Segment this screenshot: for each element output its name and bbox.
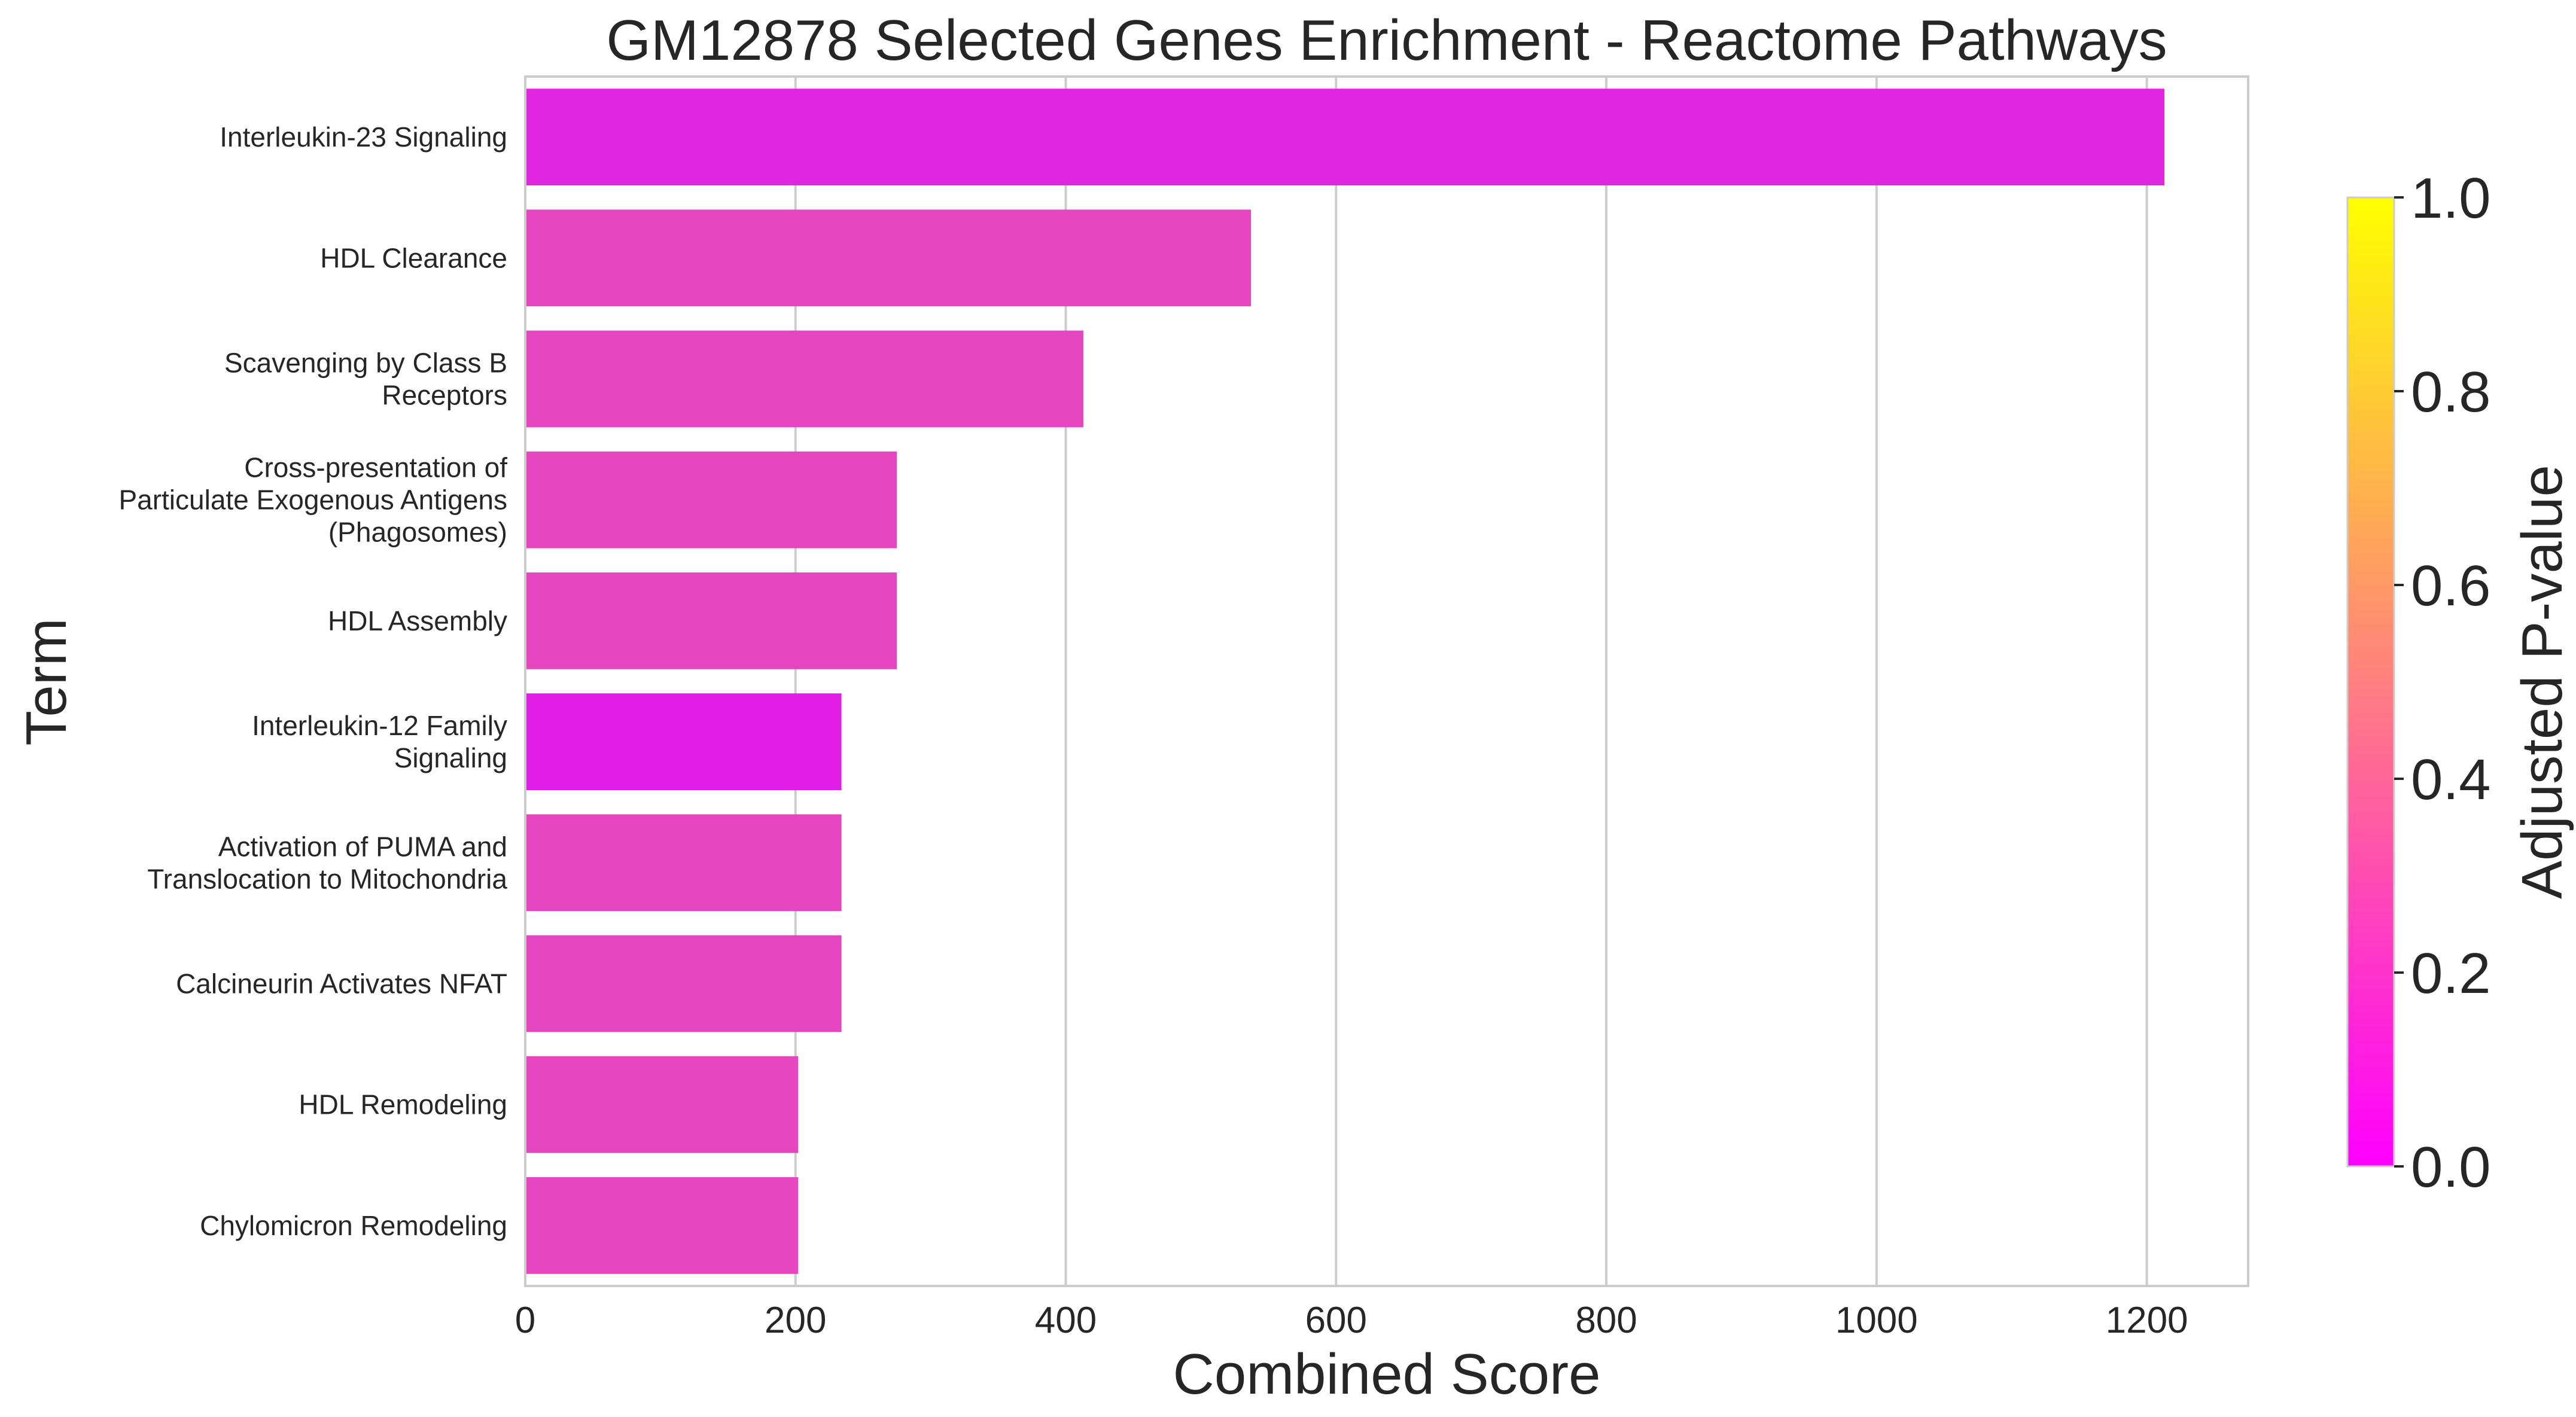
y-tick-label: HDL Clearance — [320, 242, 507, 273]
y-tick-label-line: HDL Assembly — [328, 605, 507, 636]
colorbar-tick-label: 0.8 — [2411, 360, 2490, 424]
plot-frame — [524, 75, 2249, 1287]
y-tick-label: Scavenging by Class B Receptors — [224, 348, 507, 411]
y-tick-label-line: Activation of PUMA and — [218, 831, 507, 862]
y-tick-label: HDL Assembly — [328, 605, 507, 636]
y-tick-label-line: Scavenging by Class B — [224, 348, 507, 379]
y-tick-label: Cross-presentation of Particulate Exogeno… — [118, 452, 507, 548]
colorbar-ticks: 0.0 0.2 0.4 0.6 0.8 1.0 — [2394, 166, 2490, 1199]
bar — [525, 209, 1251, 307]
y-tick-label-line: Signaling — [394, 742, 507, 773]
bar — [525, 572, 897, 669]
colorbar-label: Adjusted P-value — [2510, 465, 2574, 899]
y-tick-label-line: Chylomicron Remodeling — [200, 1210, 507, 1241]
bar — [525, 330, 1083, 428]
bar — [525, 89, 2164, 185]
y-tick-label: Activation of PUMA and Translocation to M… — [147, 831, 507, 894]
y-tick-label-line: Interleukin-12 Family — [252, 710, 507, 741]
y-tick-label-line: Interleukin-23 Signaling — [220, 121, 507, 153]
x-tick-label: 1200 — [2106, 1300, 2188, 1341]
x-tick-labels: 0 200 400 600 800 1000 1200 — [515, 1300, 2188, 1341]
y-tick-label-line: Particulate Exogenous Antigens — [118, 484, 507, 516]
bar — [525, 935, 842, 1032]
y-tick-label-line: Cross-presentation of — [244, 452, 507, 483]
colorbar-tick-label: 1.0 — [2411, 166, 2490, 230]
y-tick-label: Calcineurin Activates NFAT — [176, 968, 507, 999]
y-tick-label-line: Calcineurin Activates NFAT — [176, 968, 507, 999]
x-axis-label: Combined Score — [1173, 1342, 1600, 1406]
bar — [525, 693, 842, 790]
x-tick-label: 200 — [765, 1300, 826, 1341]
colorbar-tick-label: 0.0 — [2411, 1135, 2490, 1199]
x-tick-label: 0 — [515, 1300, 535, 1341]
y-axis-label: Term — [14, 618, 78, 745]
x-tick-label: 800 — [1575, 1300, 1637, 1341]
colorbar — [2346, 196, 2395, 1168]
chart-title: GM12878 Selected Genes Enrichment - Reac… — [606, 8, 2167, 72]
bar — [525, 814, 842, 912]
y-tick-label: Interleukin-23 Signaling — [220, 121, 507, 153]
y-tick-label-line: (Phagosomes) — [328, 517, 507, 548]
y-tick-label-line: HDL Clearance — [320, 242, 507, 273]
bar — [525, 1177, 799, 1274]
y-tick-label: Interleukin-12 Family Signaling — [252, 710, 507, 773]
colorbar-tick-label: 0.4 — [2411, 748, 2490, 812]
y-tick-label: HDL Remodeling — [299, 1089, 507, 1120]
colorbar-tick-label: 0.2 — [2411, 941, 2490, 1005]
y-tick-label: Chylomicron Remodeling — [200, 1210, 507, 1241]
colorbar-tick-label: 0.6 — [2411, 554, 2490, 618]
x-tick-label: 600 — [1305, 1300, 1367, 1341]
bars — [525, 89, 2164, 1274]
y-tick-label-line: Translocation to Mitochondria — [147, 863, 507, 894]
y-tick-labels: Interleukin-23 Signaling HDL Clearance Sca… — [118, 121, 507, 1241]
bar — [525, 451, 897, 548]
y-tick-label-line: HDL Remodeling — [299, 1089, 507, 1120]
y-tick-label-line: Receptors — [382, 380, 507, 411]
x-tick-label: 400 — [1035, 1300, 1097, 1341]
x-tick-label: 1000 — [1835, 1300, 1918, 1341]
bar — [525, 1056, 799, 1153]
